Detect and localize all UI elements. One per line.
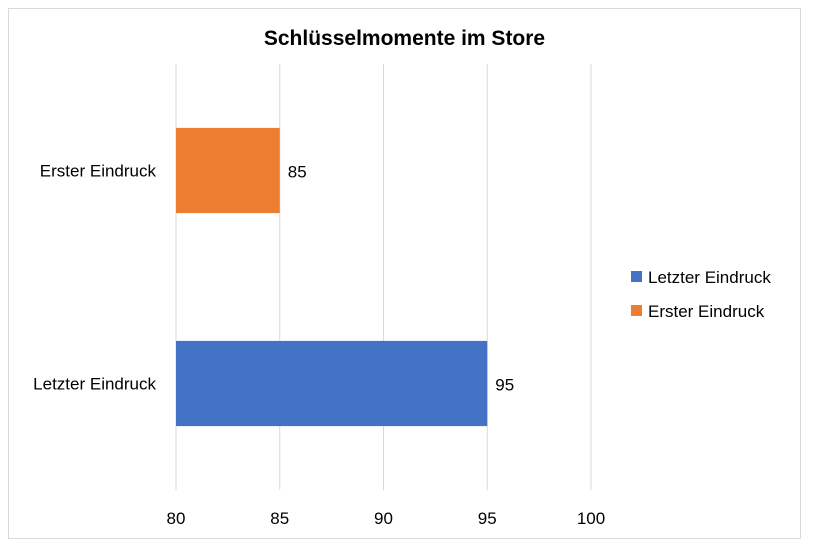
chart-frame: Schlüsselmomente im Store [8,8,801,539]
bar-letzter-eindruck [176,340,488,427]
bar-erster-eindruck [176,127,280,214]
legend-swatch [631,271,642,282]
x-tick-label: 90 [374,509,393,528]
x-tick-label: 95 [478,509,497,528]
legend-swatch [631,305,642,316]
data-label: 85 [288,163,307,182]
data-label: 95 [495,376,514,395]
x-tick-label: 100 [577,509,605,528]
category-label: Letzter Eindruck [33,375,156,394]
x-tick-label: 85 [270,509,289,528]
legend-entry: Erster Eindruck [648,302,765,321]
chart-title: Schlüsselmomente im Store [263,27,546,50]
category-label: Erster Eindruck [40,162,157,181]
x-tick-label: 80 [167,509,186,528]
legend-entry: Letzter Eindruck [648,268,771,287]
